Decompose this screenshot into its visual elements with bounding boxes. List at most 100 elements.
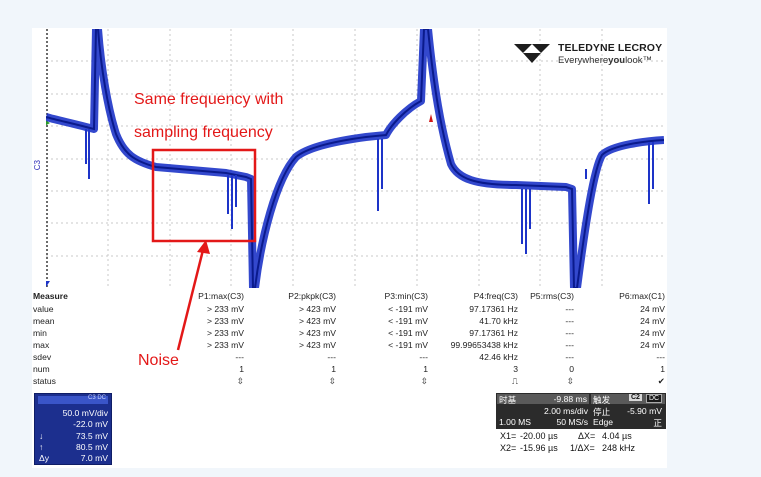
coupling-badge: C3 DC <box>87 395 106 401</box>
channel-label: C3 <box>33 160 42 171</box>
measure-row-mean: mean > 233 mV > 423 mV < -191 mV 41.70 k… <box>33 316 665 328</box>
cursor-y2: ↑ 80.5 mV <box>39 442 108 452</box>
cell: --- <box>565 352 574 362</box>
cell: --- <box>327 352 336 362</box>
up-arrow-icon: ↑ <box>39 442 44 452</box>
row-label: status <box>33 376 56 386</box>
cell: --- <box>419 352 428 362</box>
brand-name: TELEDYNE LECROY <box>558 42 663 54</box>
dx-value: 4.04 µs <box>602 431 632 441</box>
cell: --- <box>565 304 574 314</box>
teledyne-logo-icon <box>514 44 550 63</box>
measure-row-min: min > 233 mV > 423 mV < -191 mV 97.17361… <box>33 328 665 340</box>
trigger-label: 触发 <box>593 395 611 405</box>
measure-row-max: max > 233 mV > 423 mV < -191 mV 99.99653… <box>33 340 665 352</box>
measure-col-p3[interactable]: P3:min(C3) <box>384 291 428 301</box>
cell: < -191 mV <box>388 304 428 314</box>
delta-y-label: Δy <box>39 453 50 463</box>
cell: > 233 mV <box>206 328 244 338</box>
cursor-delta-y: Δy 7.0 mV <box>39 453 108 463</box>
measure-col-p2[interactable]: P2:pkpk(C3) <box>288 291 336 301</box>
status-icon: ⇳ <box>236 376 244 386</box>
time-per-div: 2.00 ms/div <box>544 406 588 416</box>
status-icon: ⇳ <box>566 376 574 386</box>
cell: --- <box>565 328 574 338</box>
timebase-label: 时基 <box>499 395 517 405</box>
cell: 1 <box>660 364 665 374</box>
cursor-marker <box>429 114 433 122</box>
cell: < -191 mV <box>388 316 428 326</box>
trigger-slope: 正 <box>653 418 662 428</box>
cell: > 423 mV <box>298 340 336 350</box>
cell: > 423 mV <box>298 316 336 326</box>
channel-descriptor-c3[interactable]: C3 DC 50.0 mV/div -22.0 mV ↓ 73.5 mV ↑ 80.… <box>34 393 112 465</box>
cell: > 233 mV <box>206 304 244 314</box>
annotation-noise: Noise <box>138 352 179 369</box>
vertical-offset: -22.0 mV <box>73 419 108 429</box>
measure-header-row: Measure P1:max(C3) P2:pkpk(C3) P3:min(C3… <box>33 291 665 303</box>
timebase-delay: -9.88 ms <box>553 394 587 404</box>
cell: --- <box>235 352 244 362</box>
timebase-header: 时基 -9.88 ms <box>497 394 589 405</box>
row-label: max <box>33 340 50 350</box>
measure-row-sdev: sdev --- --- --- 42.46 kHz --- --- <box>33 352 665 364</box>
timebase-trigger-panel[interactable]: 时基 -9.88 ms 触发 C2 DC 2.00 ms/div 停止 -5.9… <box>496 393 666 429</box>
trigger-mode: 停止 <box>593 407 611 417</box>
measure-col-p1[interactable]: P1:max(C3) <box>198 291 244 301</box>
brand-tagline: Everywhereyoulook™ <box>558 55 652 66</box>
row-label: sdev <box>33 352 52 362</box>
cursor-readout: X1= -20.00 µs ΔX= 4.04 µs X2= -15.96 µs … <box>496 429 666 455</box>
x2-value: -15.96 µs <box>520 443 558 453</box>
cell: 97.17361 Hz <box>469 328 518 338</box>
row-label: value <box>33 304 54 314</box>
cell: > 423 mV <box>298 304 336 314</box>
channel-level-marker[interactable] <box>46 119 50 127</box>
cell: 3 <box>513 364 518 374</box>
x1-label: X1= <box>500 431 517 441</box>
dx-label: ΔX= <box>578 431 596 441</box>
cell: 97.17361 Hz <box>469 304 518 314</box>
measure-col-p6[interactable]: P6:max(C1) <box>619 291 665 301</box>
cell: 1 <box>331 364 336 374</box>
cell: 24 mV <box>640 304 665 314</box>
row-label: min <box>33 328 47 338</box>
cell: 24 mV <box>640 316 665 326</box>
trigger-type: Edge <box>593 417 614 427</box>
cell: > 233 mV <box>206 340 244 350</box>
cell: 41.70 kHz <box>479 316 518 326</box>
vertical-scale: 50.0 mV/div <box>62 408 108 418</box>
checkmark-icon: ✔ <box>657 376 665 386</box>
cell: 24 mV <box>640 328 665 338</box>
cell: 99.99653438 kHz <box>450 340 518 350</box>
trigger-header: 触发 <box>591 394 665 405</box>
waveform-display <box>46 29 664 288</box>
cell: > 423 mV <box>298 328 336 338</box>
channel-descriptor-header: C3 DC <box>38 395 108 404</box>
cell: 24 mV <box>640 340 665 350</box>
row-label: num <box>33 364 50 374</box>
row-label: mean <box>33 316 55 326</box>
cell: < -191 mV <box>388 328 428 338</box>
trigger-level: -5.90 mV <box>627 406 662 416</box>
x1-value: -20.00 µs <box>520 431 558 441</box>
status-icon: ⎍ <box>511 376 518 386</box>
measure-title: Measure <box>33 291 68 301</box>
trigger-position-marker[interactable] <box>46 281 50 287</box>
cell: --- <box>565 316 574 326</box>
cell: < -191 mV <box>388 340 428 350</box>
cell: 42.46 kHz <box>479 352 518 362</box>
waveform-grid <box>46 29 664 288</box>
measure-col-p5[interactable]: P5:rms(C3) <box>530 291 574 301</box>
cell: --- <box>565 340 574 350</box>
sample-rate: 50 MS/s <box>556 417 588 427</box>
measure-col-p4[interactable]: P4:freq(C3) <box>473 291 518 301</box>
inv-dx-label: 1/ΔX= <box>570 443 595 453</box>
trigger-source-badge: C2 <box>629 394 642 401</box>
brand-logo: TELEDYNE LECROY Everywhereyoulook™ <box>512 40 662 70</box>
annotation-line-1: Same frequency with <box>134 91 284 108</box>
annotation-line-2: sampling frequency <box>134 124 273 141</box>
cell: --- <box>656 352 665 362</box>
sample-count: 1.00 MS <box>499 417 532 427</box>
graticule <box>46 29 664 288</box>
measure-row-num: num 1 1 1 3 0 1 <box>33 364 665 376</box>
